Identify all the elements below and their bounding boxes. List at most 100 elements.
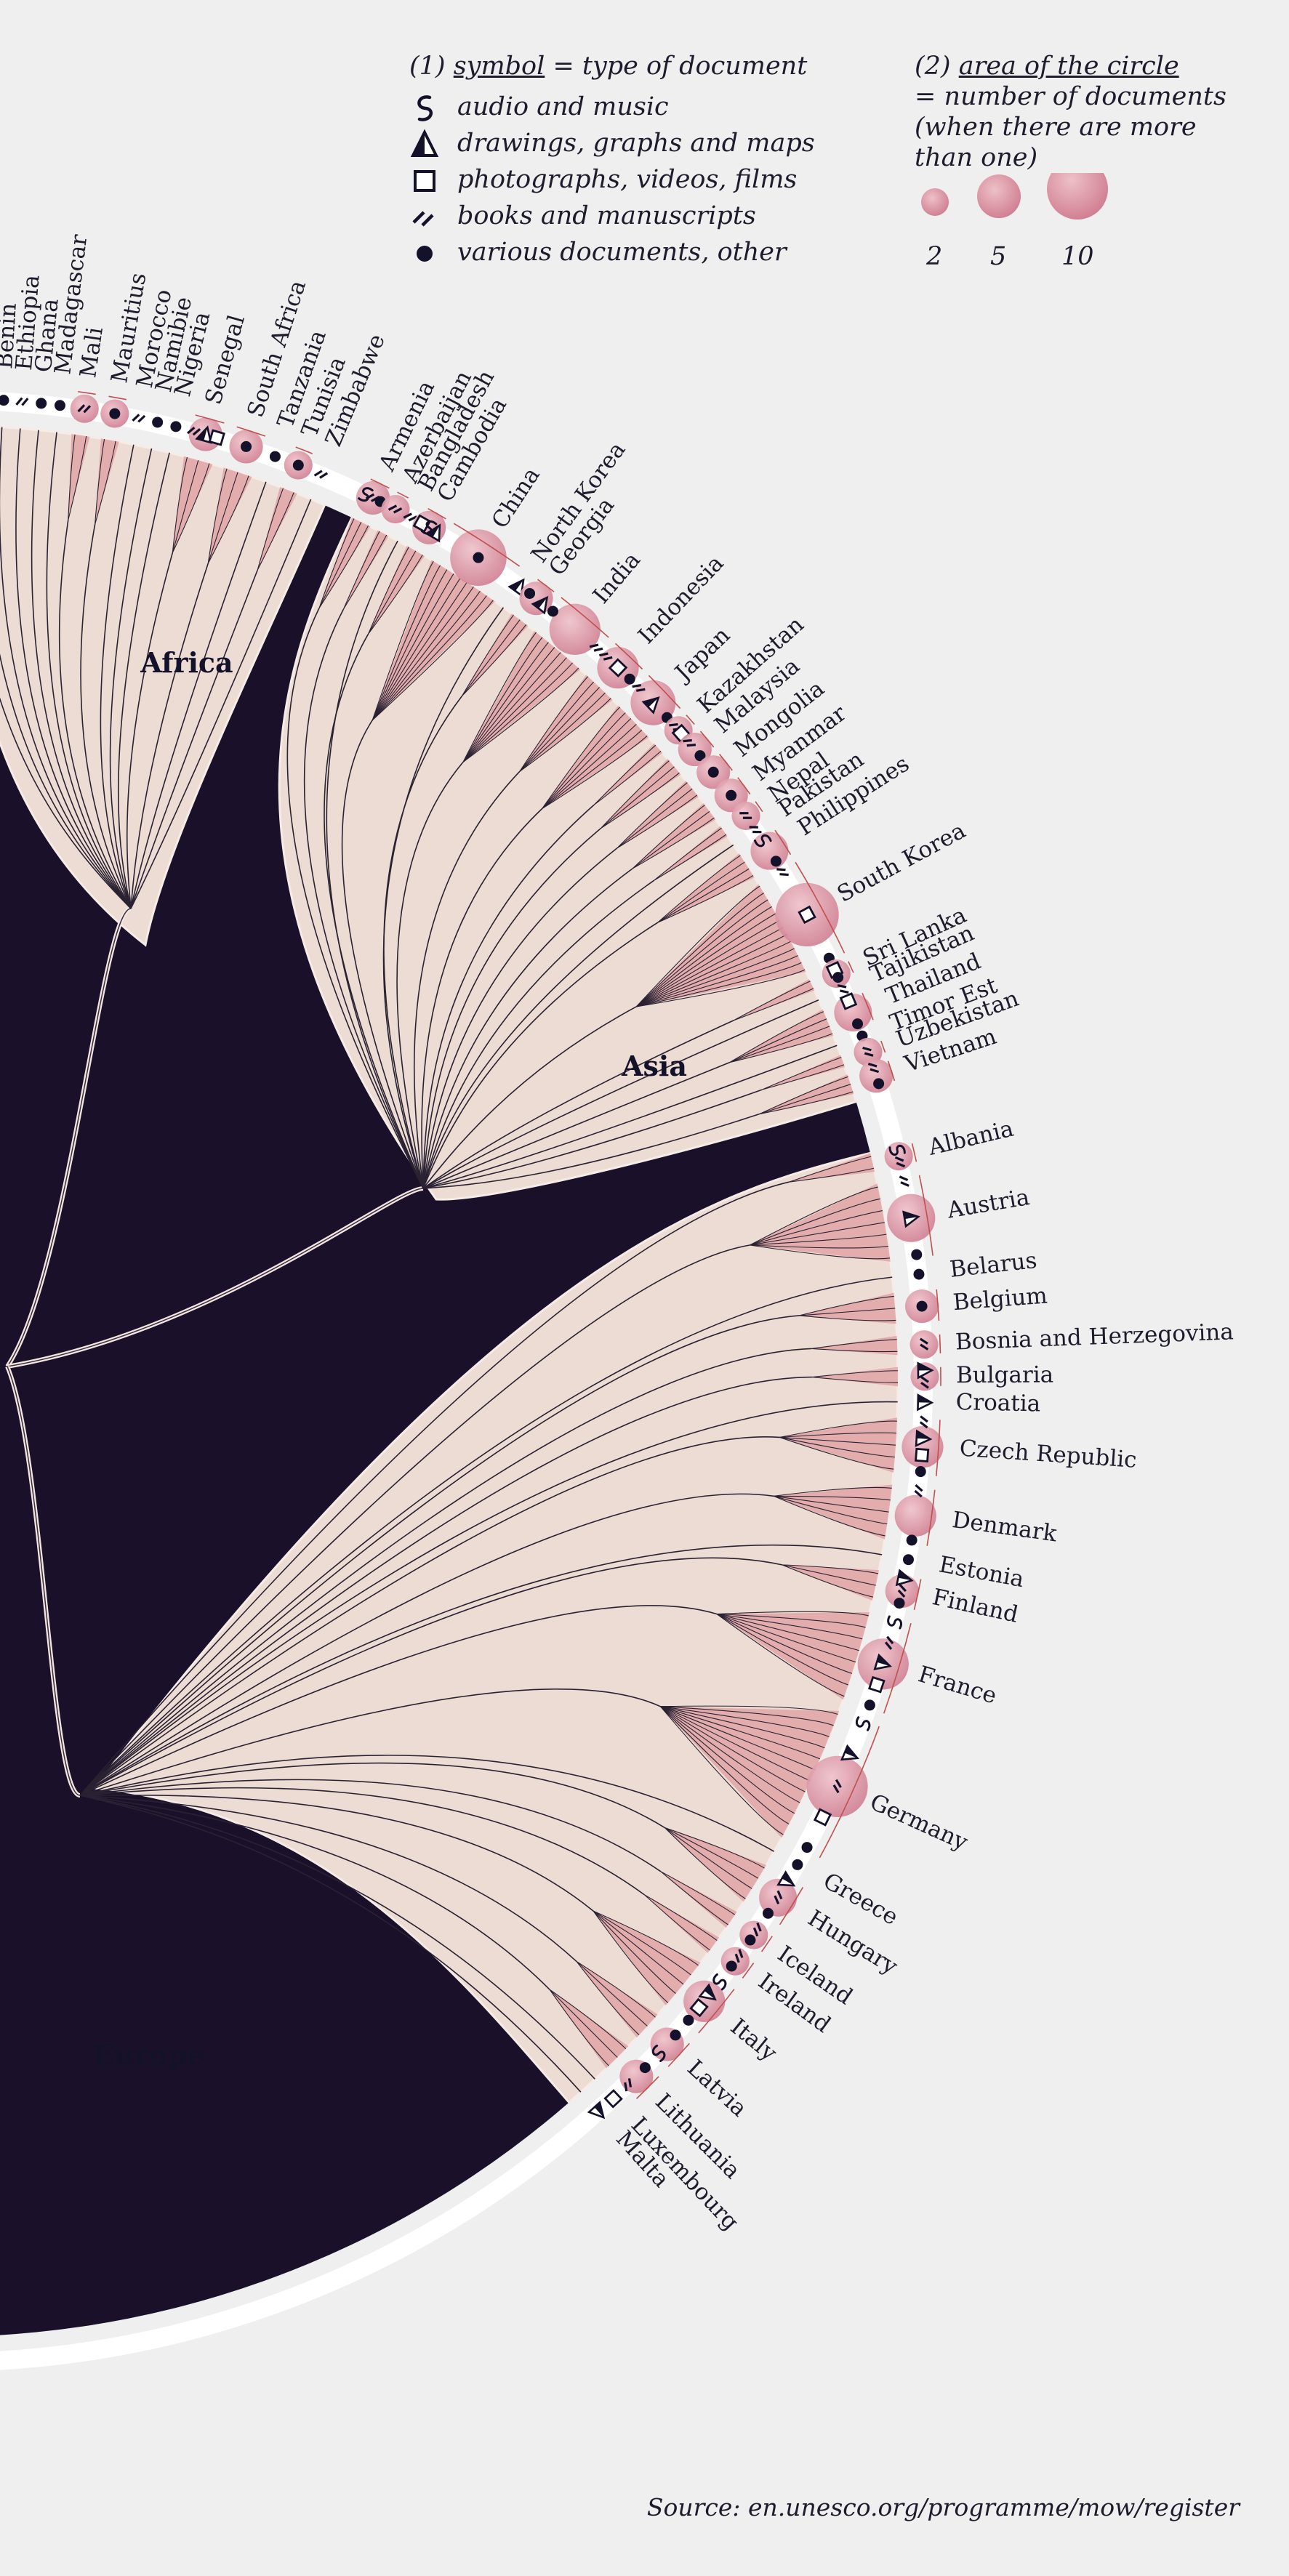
- photo-icon: [608, 658, 628, 677]
- count-bubble: [859, 1059, 894, 1093]
- audio-icon: [888, 1144, 906, 1156]
- doc-branch: [462, 637, 543, 762]
- country-branch: [118, 452, 170, 909]
- country-branch: [79, 1755, 775, 1852]
- country-bracket: [614, 643, 643, 670]
- dot-icon: [911, 1249, 923, 1260]
- country-branch: [422, 848, 618, 1189]
- country-branch: [31, 430, 132, 909]
- country-branch: [341, 720, 424, 1189]
- region-label: Africa: [140, 646, 233, 679]
- dot-icon: [639, 2062, 651, 2074]
- country-branch: [79, 1401, 898, 1796]
- count-bubble: [381, 495, 410, 524]
- country-branch: [422, 1045, 838, 1189]
- drawing-icon: [873, 1653, 892, 1670]
- doc-branch: [600, 766, 675, 829]
- country-wedge: [729, 1009, 834, 1063]
- doc-branch: [643, 1894, 710, 1951]
- doc-branch: [750, 1222, 885, 1246]
- country-branch: [79, 1436, 780, 1796]
- doc-branch: [799, 1295, 894, 1316]
- country-branch: [422, 1020, 734, 1189]
- doc-branch: [779, 1436, 894, 1470]
- doc-branch: [342, 534, 387, 610]
- country-wedge: [462, 613, 529, 696]
- country-branch: [324, 634, 424, 1189]
- doc-branch: [716, 1611, 869, 1617]
- dot-icon: [170, 421, 182, 432]
- dot-icon: [913, 1268, 925, 1280]
- country-branch: [0, 653, 132, 909]
- doc-branch: [657, 861, 745, 923]
- doc-branch: [462, 652, 561, 762]
- doc-branch: [372, 586, 474, 721]
- doc-branch: [542, 723, 637, 809]
- country-wedge: [799, 1292, 896, 1324]
- dot-icon: [916, 1300, 928, 1312]
- doc-branch: [372, 565, 441, 721]
- country-branch: [422, 1113, 760, 1189]
- dot-icon: [792, 1859, 803, 1870]
- doc-branch: [207, 472, 238, 564]
- drawing-icon: [698, 1983, 717, 2001]
- doc-branch: [372, 577, 461, 721]
- region-labels: Africa Asia Europe: [94, 646, 687, 2071]
- doc-branch: [632, 805, 705, 869]
- size-label-5: 5: [990, 242, 1007, 271]
- country-wedge: [601, 759, 681, 829]
- doc-branch: [462, 647, 555, 762]
- drawing-icon: [410, 129, 439, 157]
- country-branch: [422, 844, 734, 1189]
- country-branch: [79, 1315, 800, 1796]
- count-bubble: [909, 1330, 939, 1359]
- book-icon: [15, 397, 29, 406]
- country-label: Italy: [726, 2013, 782, 2066]
- photo-icon: [603, 2089, 623, 2109]
- count-bubble: [854, 1037, 883, 1066]
- country-bracket: [699, 730, 715, 748]
- book-icon: [867, 1063, 880, 1074]
- dot-icon: [524, 587, 536, 599]
- doc-branch: [716, 1614, 848, 1686]
- doc-branch: [372, 590, 481, 721]
- count-bubble: [720, 1947, 750, 1976]
- country-branch: [79, 1787, 645, 1896]
- audio-icon: [887, 1615, 903, 1630]
- drawing-icon: [641, 696, 660, 715]
- country-label: Albania: [925, 1116, 1016, 1161]
- count-bubble: [894, 1494, 936, 1537]
- drawing-icon: [531, 595, 549, 615]
- doc-branch: [659, 1706, 790, 1824]
- country-bracket: [779, 1887, 804, 1925]
- country-branch: [383, 696, 462, 1189]
- doc-branch: [660, 1706, 825, 1749]
- doc-branch: [576, 1961, 648, 2026]
- audio-icon: [651, 2044, 666, 2062]
- doc-branch: [660, 1871, 736, 1915]
- photo-icon: [868, 1675, 886, 1694]
- doc-branch: [716, 1613, 866, 1628]
- doc-branch: [342, 531, 380, 610]
- book-icon: [412, 211, 434, 227]
- dot-icon: [152, 416, 164, 428]
- doc-branch: [462, 667, 579, 763]
- country-label: Finland: [930, 1584, 1021, 1628]
- country-branch: [422, 1089, 763, 1189]
- dot-icon: [624, 673, 635, 685]
- audio-icon: [417, 95, 433, 121]
- area-legend-title: (2) area of the circle: [915, 52, 1179, 81]
- country-bracket: [397, 491, 409, 499]
- drawing-icon: [507, 578, 525, 597]
- doc-branch: [549, 1989, 627, 2050]
- country-bracket: [635, 2076, 659, 2099]
- country-bracket: [918, 1175, 933, 1256]
- country-branch: [79, 1244, 750, 1796]
- doc-branch: [632, 810, 710, 869]
- photo-icon: [414, 170, 435, 192]
- doc-branch: [68, 434, 76, 520]
- region-label: Asia: [621, 1050, 687, 1082]
- book-icon: [313, 470, 329, 479]
- doc-branch: [632, 817, 715, 869]
- country-wedge: [594, 743, 663, 805]
